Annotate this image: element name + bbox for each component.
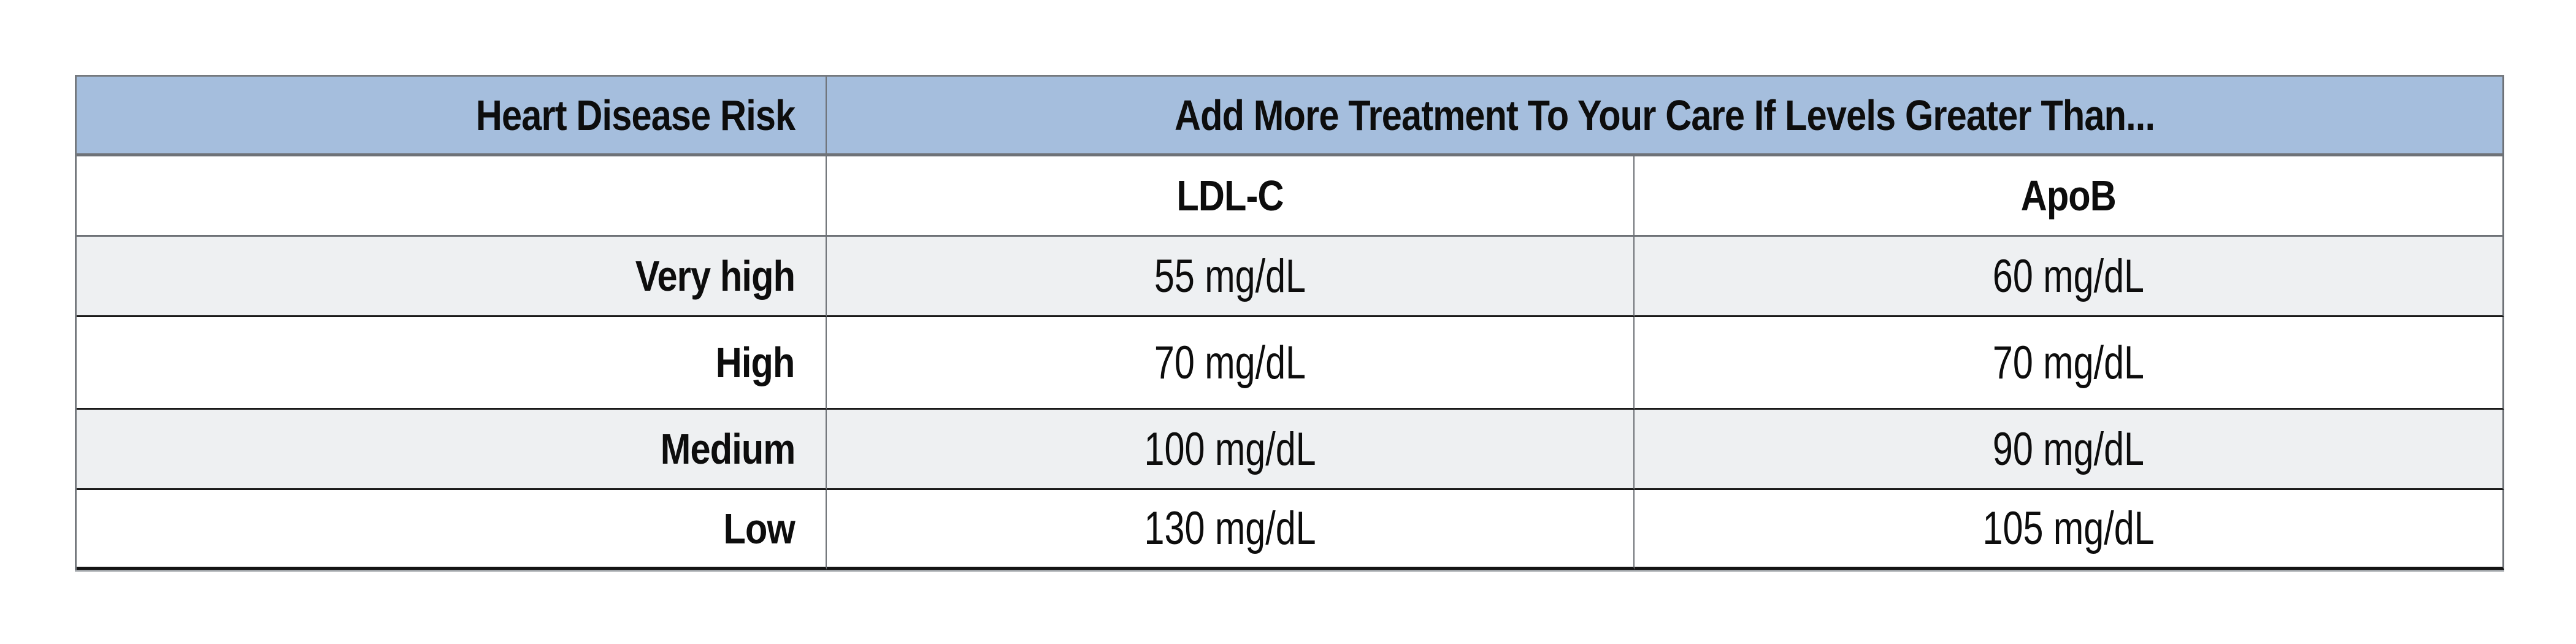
apob-column-label: ApoB <box>2020 172 2117 220</box>
table-row-high: High 70 mg/dL 70 mg/dL <box>77 317 2505 410</box>
ldl-value-cell: 70 mg/dL <box>827 317 1635 410</box>
treatment-threshold-label: Add More Treatment To Your Care If Level… <box>1174 91 2155 139</box>
subheader-cell-empty <box>77 156 827 237</box>
subheader-cell-apob: ApoB <box>1635 156 2505 237</box>
risk-label: Medium <box>660 425 795 473</box>
ldl-value-cell: 130 mg/dL <box>827 490 1635 570</box>
risk-label: Low <box>723 504 795 553</box>
apob-value: 105 mg/dL <box>1982 502 2155 554</box>
apob-value: 70 mg/dL <box>1992 336 2145 389</box>
risk-label: Very high <box>635 252 795 300</box>
ldl-value-cell: 55 mg/dL <box>827 237 1635 317</box>
subheader-cell-ldl-c: LDL-C <box>827 156 1635 237</box>
apob-value-cell: 70 mg/dL <box>1635 317 2505 410</box>
ldl-value: 100 mg/dL <box>1144 423 1316 475</box>
ldl-value: 55 mg/dL <box>1154 250 1306 302</box>
table-row-very-high: Very high 55 mg/dL 60 mg/dL <box>77 237 2505 317</box>
risk-label-cell: High <box>77 317 827 410</box>
table-subheader-row: LDL-C ApoB <box>77 156 2505 237</box>
risk-label-cell: Very high <box>77 237 827 317</box>
table-row-low: Low 130 mg/dL 105 mg/dL <box>77 490 2505 570</box>
ldl-value: 70 mg/dL <box>1154 336 1306 389</box>
heart-disease-risk-label: Heart Disease Risk <box>475 91 795 139</box>
header-cell-heart-disease-risk: Heart Disease Risk <box>77 77 827 156</box>
ldl-value-cell: 100 mg/dL <box>827 410 1635 490</box>
apob-value-cell: 60 mg/dL <box>1635 237 2505 317</box>
risk-treatment-table: Heart Disease Risk Add More Treatment To… <box>75 75 2505 570</box>
ldl-value: 130 mg/dL <box>1144 502 1316 554</box>
apob-value: 60 mg/dL <box>1992 250 2145 302</box>
risk-label-cell: Medium <box>77 410 827 490</box>
ldl-c-column-label: LDL-C <box>1176 172 1284 220</box>
apob-value-cell: 105 mg/dL <box>1635 490 2505 570</box>
apob-value: 90 mg/dL <box>1992 423 2145 475</box>
header-cell-treatment-threshold: Add More Treatment To Your Care If Level… <box>827 77 2505 156</box>
risk-label: High <box>716 339 795 386</box>
table-row-medium: Medium 100 mg/dL 90 mg/dL <box>77 410 2505 490</box>
apob-value-cell: 90 mg/dL <box>1635 410 2505 490</box>
risk-label-cell: Low <box>77 490 827 570</box>
table-header-row: Heart Disease Risk Add More Treatment To… <box>77 77 2505 156</box>
